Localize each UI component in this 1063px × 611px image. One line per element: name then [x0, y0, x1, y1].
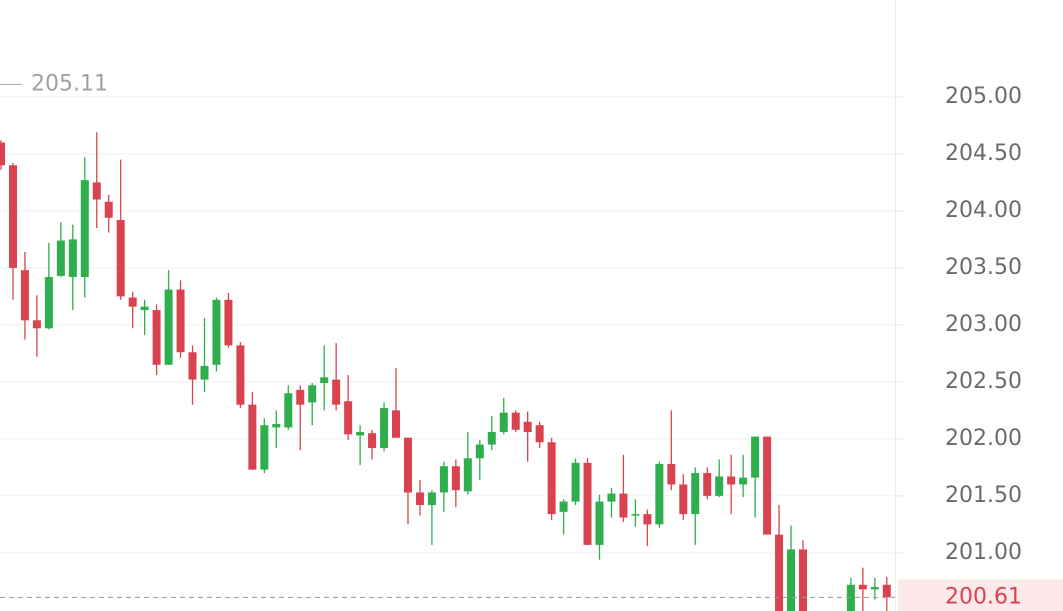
candle-body	[559, 501, 568, 512]
candle-body	[320, 377, 329, 384]
candle-body	[212, 299, 221, 365]
y-tick-label: 203.00	[945, 312, 1022, 337]
y-tick-label: 201.00	[945, 540, 1022, 565]
candle-body	[0, 142, 5, 166]
candle-body	[798, 549, 807, 611]
candle-body	[332, 379, 341, 405]
candle-body	[679, 484, 688, 515]
candle-body	[236, 345, 245, 405]
candle-body	[703, 473, 712, 496]
candle-body	[92, 182, 101, 200]
candle-body	[44, 277, 53, 329]
candle-body	[775, 534, 784, 611]
candle-body	[248, 404, 257, 470]
candle-body	[715, 476, 724, 496]
candle-body	[272, 424, 281, 428]
candle-body	[858, 584, 867, 590]
current-price-box	[898, 579, 1063, 611]
candle-body	[128, 297, 137, 307]
candle-body	[56, 240, 65, 276]
candle-body	[284, 393, 293, 428]
candle-body	[356, 432, 365, 436]
candle-body	[403, 437, 412, 493]
candle-body	[80, 180, 89, 278]
candle-body	[188, 352, 197, 380]
candle-body	[727, 476, 736, 485]
y-tick-label: 204.50	[945, 141, 1022, 166]
candle-body	[763, 436, 772, 535]
candle-body	[475, 444, 484, 459]
candle-body	[368, 433, 377, 448]
candle-body	[200, 365, 209, 380]
candle-body	[451, 466, 460, 491]
candle-body	[547, 442, 556, 515]
y-tick-label: 203.50	[945, 255, 1022, 280]
y-tick-label: 202.00	[945, 426, 1022, 451]
candle-body	[116, 220, 125, 297]
y-tick-label: 205.00	[945, 84, 1022, 109]
candle-body	[487, 432, 496, 445]
candle-body	[152, 310, 161, 365]
candle-body	[511, 412, 520, 430]
candle-body	[20, 270, 29, 321]
candle-body	[224, 299, 233, 346]
candle-body	[392, 410, 401, 438]
candle-body	[32, 320, 41, 329]
candle-body	[882, 584, 891, 598]
candle-body	[535, 425, 544, 443]
candle-body	[415, 492, 424, 505]
candle-body	[439, 466, 448, 493]
candle-body	[8, 165, 17, 268]
candle-body	[380, 408, 389, 448]
candle-body	[691, 473, 700, 515]
candle-body	[296, 389, 305, 405]
candle-body	[619, 493, 628, 518]
candle-body	[68, 239, 77, 278]
y-tick-label: 204.00	[945, 198, 1022, 223]
candle-body	[104, 201, 113, 218]
candle-body	[846, 584, 855, 611]
candle-body	[427, 492, 436, 505]
candle-body	[260, 425, 269, 470]
max-marker-label: 205.11	[31, 71, 108, 96]
candle-body	[176, 289, 185, 353]
candle-body	[140, 306, 149, 311]
candle-body	[751, 436, 760, 478]
y-tick-label: 201.50	[945, 483, 1022, 508]
candle-body	[523, 421, 532, 433]
candle-body	[655, 463, 664, 525]
candle-body	[607, 493, 616, 502]
y-tick-label: 202.50	[945, 369, 1022, 394]
current-price-label: 200.61	[945, 584, 1022, 609]
candle-body	[583, 462, 592, 545]
candle-body	[164, 289, 173, 365]
candle-body	[571, 462, 580, 502]
candle-body	[870, 587, 879, 590]
candle-body	[667, 463, 676, 485]
candle-body	[643, 514, 652, 525]
candle-body	[308, 385, 317, 403]
candle-body	[344, 401, 353, 435]
candle-body	[631, 514, 640, 516]
candle-body	[739, 477, 748, 485]
candle-body	[463, 458, 472, 492]
candle-body	[787, 549, 796, 611]
candle-body	[595, 501, 604, 545]
candle-body	[499, 412, 508, 433]
